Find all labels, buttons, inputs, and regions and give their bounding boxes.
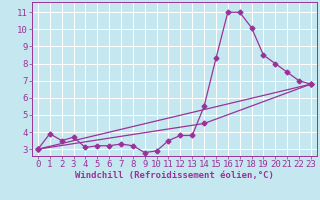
- X-axis label: Windchill (Refroidissement éolien,°C): Windchill (Refroidissement éolien,°C): [75, 171, 274, 180]
